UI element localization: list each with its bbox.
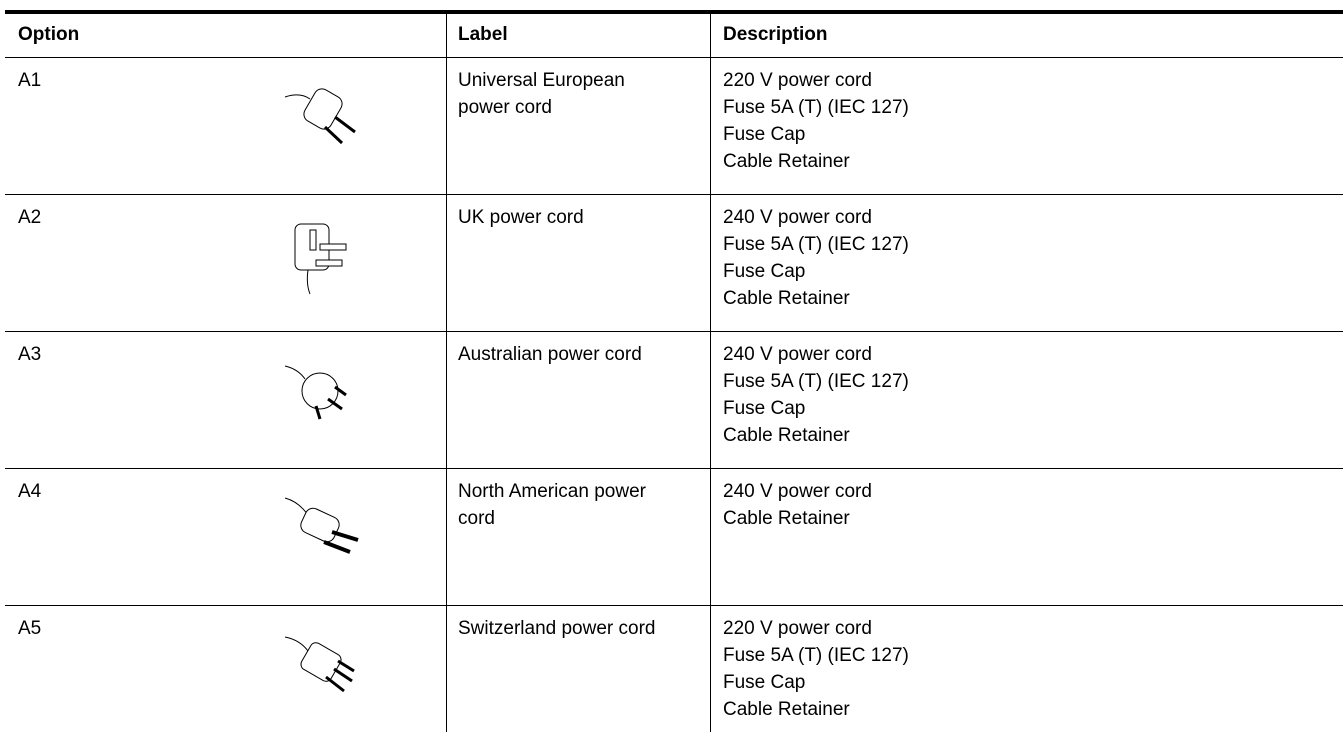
description-line: Fuse 5A (T) (IEC 127) xyxy=(723,231,909,258)
header-rule xyxy=(5,57,1343,58)
description-line: Fuse Cap xyxy=(723,669,805,696)
label-cell: UK power cord xyxy=(458,204,678,231)
plug-drawing xyxy=(280,351,370,441)
description-line: Fuse 5A (T) (IEC 127) xyxy=(723,94,909,121)
description-line: Fuse 5A (T) (IEC 127) xyxy=(723,642,909,669)
plug-drawing xyxy=(280,488,370,578)
option-cell: A3 xyxy=(18,341,41,368)
plug-icon xyxy=(280,351,370,446)
column-header: Description xyxy=(723,21,828,48)
row-rule xyxy=(5,468,1343,469)
description-line: 240 V power cord xyxy=(723,204,872,231)
description-line: Cable Retainer xyxy=(723,505,850,532)
column-header: Label xyxy=(458,21,508,48)
description-line: 220 V power cord xyxy=(723,67,872,94)
column-rule xyxy=(446,12,447,732)
plug-icon xyxy=(280,77,370,172)
plug-drawing xyxy=(280,214,370,304)
row-rule xyxy=(5,605,1343,606)
description-line: 240 V power cord xyxy=(723,478,872,505)
label-cell: Universal European power cord xyxy=(458,67,678,121)
plug-icon xyxy=(280,214,370,309)
plug-drawing xyxy=(280,77,370,167)
column-header: Option xyxy=(18,21,79,48)
row-rule xyxy=(5,331,1343,332)
description-line: Cable Retainer xyxy=(723,285,850,312)
option-cell: A1 xyxy=(18,67,41,94)
description-line: Cable Retainer xyxy=(723,422,850,449)
description-line: 240 V power cord xyxy=(723,341,872,368)
page: Option Label Description A1 Universal Eur… xyxy=(0,0,1343,732)
description-line: 220 V power cord xyxy=(723,615,872,642)
plug-drawing xyxy=(280,625,370,715)
plug-icon xyxy=(280,625,370,720)
table-top-rule xyxy=(5,10,1343,14)
label-cell: Switzerland power cord xyxy=(458,615,678,642)
description-line: Fuse 5A (T) (IEC 127) xyxy=(723,368,909,395)
description-line: Cable Retainer xyxy=(723,696,850,723)
option-cell: A5 xyxy=(18,615,41,642)
label-cell: Australian power cord xyxy=(458,341,678,368)
description-line: Fuse Cap xyxy=(723,121,805,148)
option-cell: A4 xyxy=(18,478,41,505)
option-cell: A2 xyxy=(18,204,41,231)
label-cell: North American power cord xyxy=(458,478,678,532)
row-rule xyxy=(5,194,1343,195)
description-line: Fuse Cap xyxy=(723,258,805,285)
description-line: Fuse Cap xyxy=(723,395,805,422)
column-rule xyxy=(710,12,711,732)
plug-icon xyxy=(280,488,370,583)
description-line: Cable Retainer xyxy=(723,148,850,175)
